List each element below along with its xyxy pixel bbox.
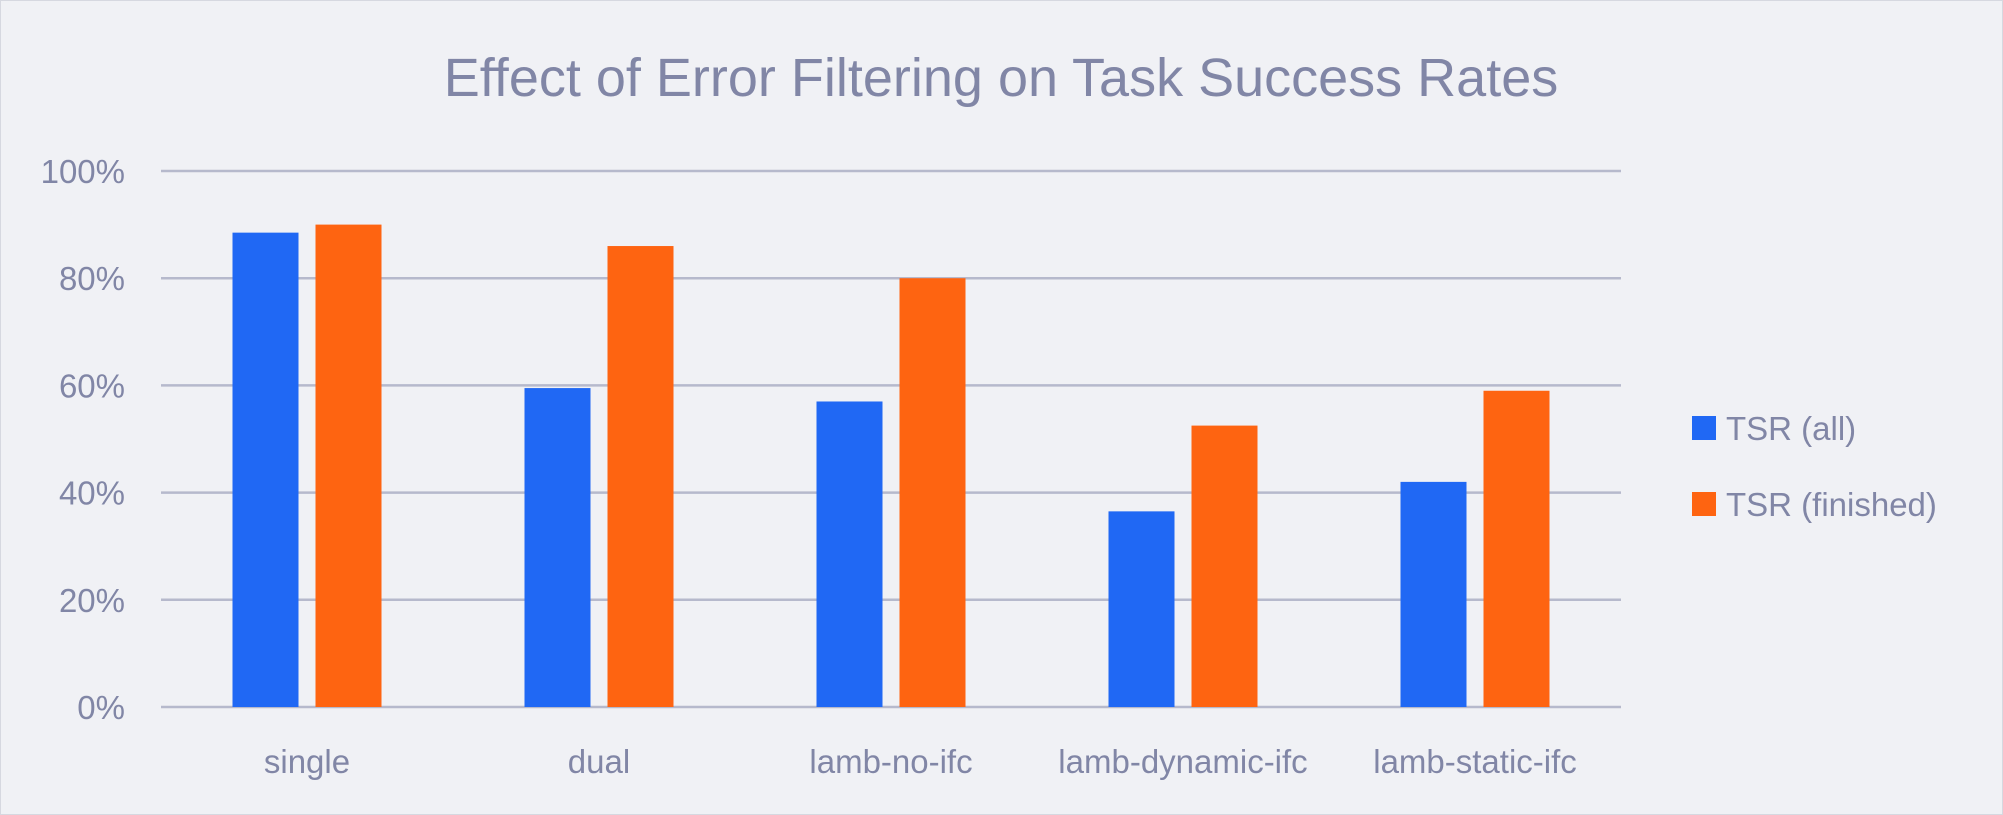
legend-swatch — [1692, 416, 1716, 440]
bar — [899, 278, 966, 707]
chart-title: Effect of Error Filtering on Task Succes… — [444, 48, 1558, 108]
legend-label: TSR (all) — [1726, 410, 1856, 447]
y-tick-label: 40% — [59, 475, 125, 512]
y-tick-label: 100% — [41, 153, 125, 190]
y-axis-ticks: 0% 20% 40% 60% 80% 100% — [41, 153, 125, 726]
bar — [1108, 511, 1175, 707]
y-tick-label: 20% — [59, 582, 125, 619]
y-tick-label: 80% — [59, 260, 125, 297]
bars — [232, 224, 1550, 708]
bar — [1191, 425, 1258, 707]
legend-swatch — [1692, 492, 1716, 516]
x-tick-label: lamb-dynamic-ifc — [1058, 743, 1307, 780]
bar — [816, 401, 883, 707]
bar — [1400, 481, 1467, 707]
x-tick-label: lamb-no-ifc — [809, 743, 972, 780]
x-tick-label: single — [264, 743, 350, 780]
bar — [1483, 390, 1550, 707]
bar — [524, 388, 591, 707]
x-tick-label: lamb-static-ifc — [1373, 743, 1577, 780]
bar — [607, 246, 674, 708]
legend: TSR (all) TSR (finished) — [1692, 410, 1937, 523]
gridlines — [161, 169, 1621, 709]
bar — [315, 224, 382, 707]
legend-label: TSR (finished) — [1726, 486, 1937, 523]
x-axis-ticks: single dual lamb-no-ifc lamb-dynamic-ifc lam… — [264, 743, 1577, 780]
y-tick-label: 0% — [77, 689, 125, 726]
x-tick-label: dual — [568, 743, 630, 780]
y-tick-label: 60% — [59, 367, 125, 404]
bar — [232, 232, 299, 707]
